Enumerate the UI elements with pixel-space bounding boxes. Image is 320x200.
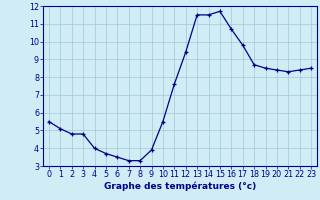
X-axis label: Graphe des températures (°c): Graphe des températures (°c) xyxy=(104,182,256,191)
